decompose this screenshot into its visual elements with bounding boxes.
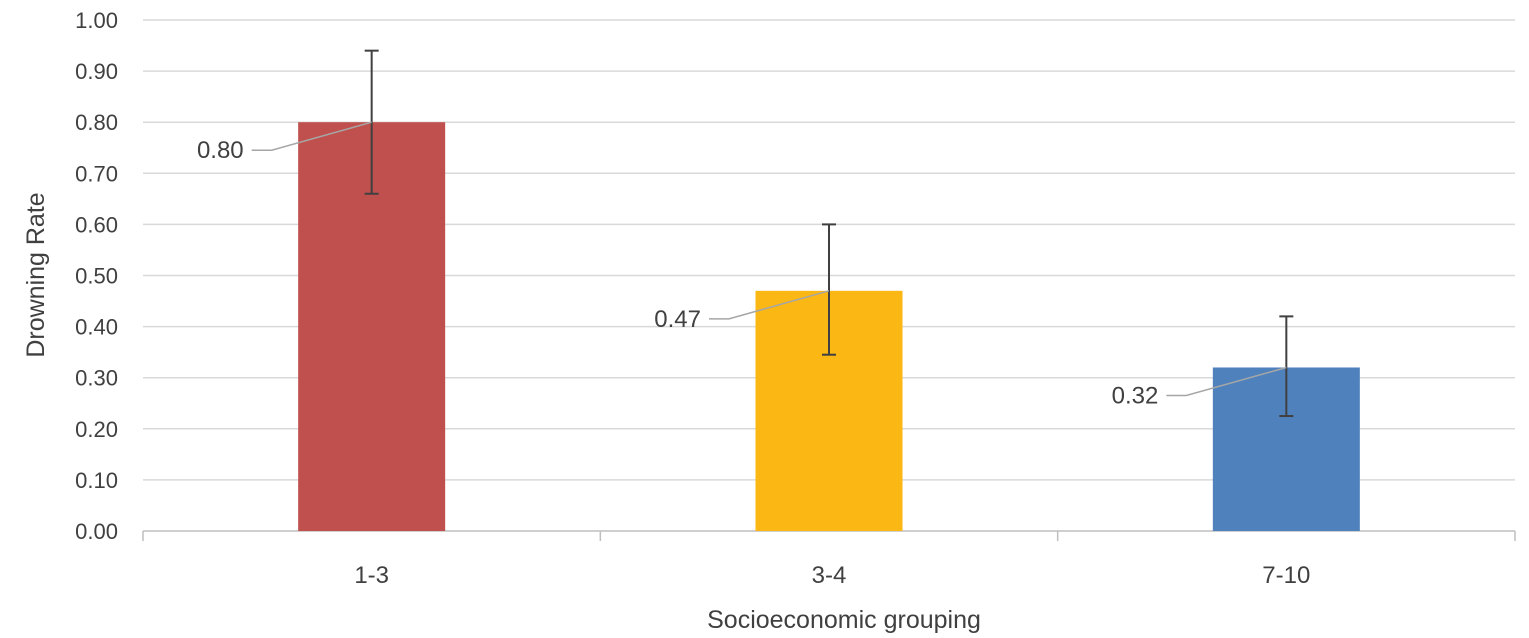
leader-line	[251, 121, 372, 151]
y-tick-label: 0.20	[75, 417, 118, 442]
y-tick-label: 0.10	[75, 468, 118, 493]
y-tick-label: 0.30	[75, 366, 118, 391]
y-tick-label: 0.60	[75, 212, 118, 237]
y-axis-ticks: 0.00 0.10 0.20 0.30 0.40 0.50 0.60 0.70 0.80 0.90…	[75, 8, 118, 544]
y-tick-label: 0.50	[75, 264, 118, 289]
category-labels: 1-3 3-4 7-10	[354, 562, 1310, 589]
y-tick-label: 1.00	[75, 8, 118, 33]
leader-line	[709, 290, 830, 320]
y-tick-label: 0.70	[75, 161, 118, 186]
error-bar	[822, 223, 836, 356]
category-label: 3-4	[812, 562, 847, 589]
data-label: 0.80	[197, 137, 244, 164]
x-axis-title: Socioeconomic grouping	[707, 606, 981, 634]
y-tick-label: 0.00	[75, 519, 118, 544]
data-label: 0.47	[654, 306, 701, 333]
x-axis	[142, 530, 1516, 541]
leader-line	[1166, 366, 1287, 397]
y-axis-title: Drowning Rate	[22, 192, 50, 357]
y-tick-label: 0.40	[75, 315, 118, 340]
data-label: 0.32	[1112, 382, 1159, 409]
category-label: 1-3	[354, 562, 389, 589]
y-tick-label: 0.90	[75, 59, 118, 84]
error-bar	[1279, 315, 1294, 418]
category-label: 7-10	[1262, 562, 1310, 589]
data-labels: 0.80 0.47 0.32	[197, 121, 1287, 409]
y-tick-label: 0.80	[75, 110, 118, 135]
